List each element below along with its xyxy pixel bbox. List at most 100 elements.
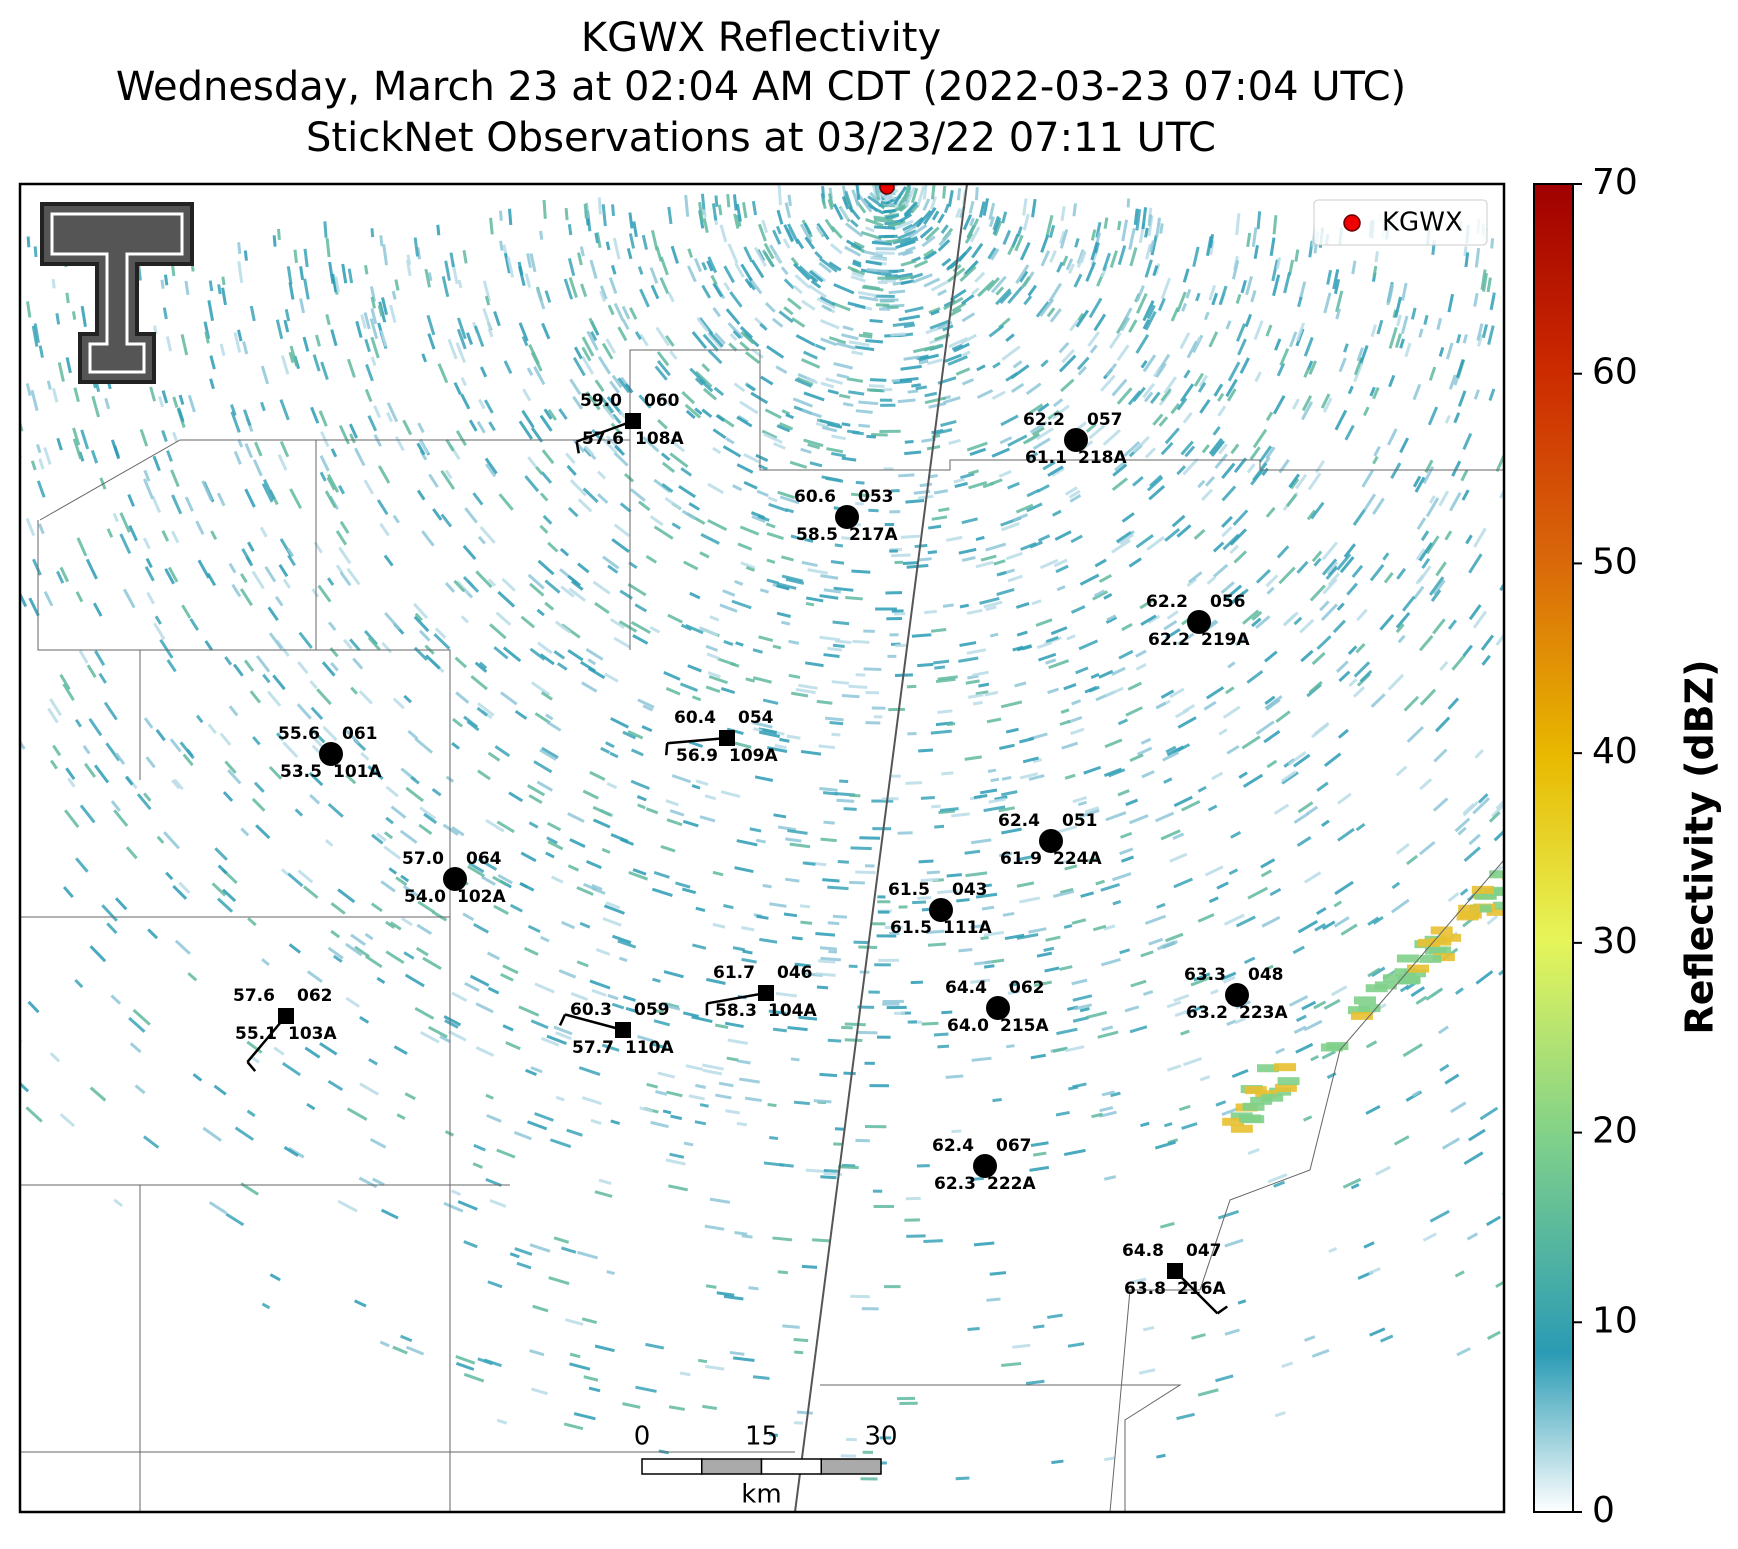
radar-echo xyxy=(823,820,835,825)
radar-echo xyxy=(1480,269,1487,290)
radar-echo xyxy=(926,870,941,875)
radar-echo xyxy=(606,782,618,790)
radar-echo xyxy=(1400,315,1409,335)
radar-echo xyxy=(930,628,947,633)
radar-echo xyxy=(947,190,954,207)
radar-echo xyxy=(961,294,975,305)
temperature: 60.4 xyxy=(674,708,716,728)
radar-echo xyxy=(1090,672,1100,679)
radar-echo xyxy=(1724,858,1737,873)
radar-echo xyxy=(739,341,750,351)
radar-echo xyxy=(1038,652,1057,662)
radar-echo xyxy=(242,341,249,355)
radar-echo xyxy=(1127,681,1142,691)
radar-echo xyxy=(598,1178,612,1185)
radar-echo xyxy=(472,1162,483,1169)
radar-echo xyxy=(908,223,928,239)
radar-echo xyxy=(786,297,802,311)
radar-echo xyxy=(1236,323,1247,342)
radar-echo xyxy=(649,267,659,284)
radar-echo xyxy=(839,779,849,784)
radar-echo xyxy=(1350,1183,1360,1190)
radar-echo xyxy=(1204,865,1224,877)
radar-echo xyxy=(641,234,649,250)
radar-echo xyxy=(1119,847,1134,856)
radar-echo xyxy=(1588,470,1596,484)
radar-echo xyxy=(692,943,707,950)
radar-echo xyxy=(681,509,697,521)
colorbar-tick-label: 60 xyxy=(1592,352,1638,393)
radar-echo xyxy=(809,274,819,283)
radar-echo xyxy=(1461,489,1470,501)
radar-echo xyxy=(860,1477,878,1481)
radar-echo xyxy=(823,653,840,658)
radar-echo xyxy=(1282,611,1299,627)
radar-echo xyxy=(1230,443,1240,455)
radar-echo xyxy=(289,345,299,367)
radar-echo xyxy=(587,658,597,666)
radar-echo xyxy=(1222,533,1240,551)
radar-echo xyxy=(1301,401,1314,421)
radar-echo xyxy=(1605,712,1620,731)
radar-echo xyxy=(390,805,407,819)
radar-echo xyxy=(91,395,101,418)
radar-echo xyxy=(1343,543,1356,558)
radar-echo xyxy=(628,561,638,570)
radar-echo xyxy=(1156,1453,1166,1459)
radar-echo xyxy=(1518,1234,1530,1243)
radar-echo xyxy=(20,415,24,432)
radar-echo xyxy=(958,948,973,953)
radar-echo xyxy=(660,844,676,853)
radar-echo xyxy=(921,1021,939,1026)
radar-echo xyxy=(594,602,610,614)
radar-echo xyxy=(827,921,840,926)
radar-echo xyxy=(780,266,789,276)
radar-echo xyxy=(805,377,818,385)
radar-echo xyxy=(922,184,928,200)
radar-echo xyxy=(663,970,684,979)
radar-echo xyxy=(104,397,111,410)
radar-echo xyxy=(1005,1044,1015,1049)
radar-echo xyxy=(613,523,631,538)
radar-echo xyxy=(1709,233,1713,253)
radar-echo xyxy=(1055,825,1078,835)
radar-echo xyxy=(827,1038,842,1043)
radar-echo xyxy=(1492,901,1504,910)
radar-echo xyxy=(610,717,630,729)
radar-echo xyxy=(645,807,659,815)
radar-echo xyxy=(917,896,932,900)
radar-echo xyxy=(1518,336,1524,350)
radar-echo xyxy=(1160,689,1175,699)
radar-echo xyxy=(527,924,541,934)
radar-echo xyxy=(725,437,735,445)
radar-echo xyxy=(865,226,875,233)
radar-echo xyxy=(255,655,271,673)
radar-echo xyxy=(358,690,374,705)
radar-echo xyxy=(863,284,880,291)
radar-echo xyxy=(661,461,676,473)
radar-echo xyxy=(503,360,513,375)
radar-echo xyxy=(804,537,814,543)
radar-echo xyxy=(1273,803,1290,815)
radar-echo xyxy=(1495,1275,1504,1288)
radar-echo xyxy=(1401,282,1408,301)
radar-echo xyxy=(1104,1456,1115,1462)
radar-echo xyxy=(376,976,386,984)
radar-echo xyxy=(882,1002,900,1006)
radar-echo xyxy=(684,403,702,419)
radar-echo xyxy=(1193,528,1206,540)
radar-echo xyxy=(769,1433,778,1437)
radar-echo xyxy=(998,470,1012,478)
radar-echo xyxy=(1469,904,1492,913)
radar-echo xyxy=(534,982,555,994)
radar-echo xyxy=(444,260,451,281)
radar-echo xyxy=(1355,822,1366,832)
radar-echo xyxy=(694,370,713,388)
radar-echo xyxy=(1333,900,1343,908)
station-marker xyxy=(443,867,467,891)
radar-echo xyxy=(1211,771,1224,781)
radar-echo xyxy=(1379,613,1395,631)
radar-echo xyxy=(658,392,672,407)
radar-echo xyxy=(224,760,237,774)
radar-echo xyxy=(820,1175,837,1180)
